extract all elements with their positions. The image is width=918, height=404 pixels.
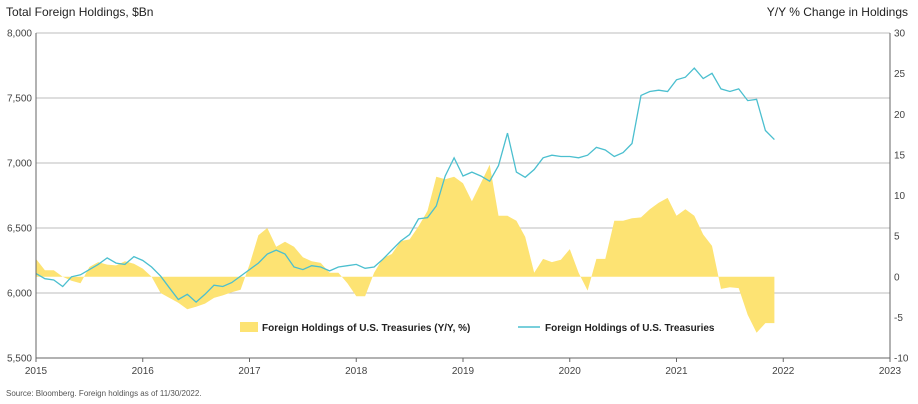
right-tick-label: -5 [894, 313, 903, 324]
right-tick-label: 10 [894, 191, 906, 202]
right-tick-label: 5 [894, 232, 900, 243]
left-tick-label: 5,500 [7, 354, 32, 365]
x-tick-label: 2022 [772, 366, 795, 377]
left-axis-ticks: 5,500 6,000 6,500 7,000 7,500 8,000 [7, 29, 32, 365]
left-tick-label: 6,500 [7, 224, 32, 235]
x-tick-label: 2018 [345, 366, 368, 377]
yoy-area [36, 164, 775, 333]
left-tick-label: 6,000 [7, 289, 32, 300]
right-axis-title: Y/Y % Change in Holdings [766, 5, 908, 19]
right-tick-label: 25 [894, 69, 906, 80]
x-tick-label: 2020 [559, 366, 582, 377]
right-tick-label: 0 [894, 272, 900, 283]
holdings-line [35, 67, 775, 303]
right-tick-label: 15 [894, 150, 906, 161]
x-tick-label: 2015 [25, 366, 48, 377]
x-tick-label: 2021 [665, 366, 688, 377]
legend-area-label: Foreign Holdings of U.S. Treasuries (Y/Y… [262, 323, 470, 334]
x-tick-label: 2017 [238, 366, 261, 377]
right-axis-ticks: -10 -5 0 5 10 15 20 25 30 [894, 29, 909, 365]
left-axis-title: Total Foreign Holdings, $Bn [6, 5, 154, 19]
left-tick-label: 8,000 [7, 29, 32, 40]
legend-area-swatch [240, 322, 258, 332]
holdings-line-series [35, 67, 775, 303]
left-tick-label: 7,000 [7, 159, 32, 170]
x-tick-label: 2016 [132, 366, 155, 377]
legend-line-label: Foreign Holdings of U.S. Treasuries [545, 323, 715, 334]
x-axis-ticks: 2015 2016 2017 2018 2019 2020 2021 2022 2023 [25, 358, 902, 377]
source-note: Source: Bloomberg. Foreign holdings as o… [6, 389, 202, 398]
legend: Foreign Holdings of U.S. Treasuries (Y/Y… [240, 322, 715, 334]
yoy-area-series [36, 164, 775, 333]
x-tick-label: 2023 [879, 366, 902, 377]
x-tick-label: 2019 [452, 366, 475, 377]
right-tick-label: -10 [894, 354, 909, 365]
left-tick-label: 7,500 [7, 94, 32, 105]
right-tick-label: 20 [894, 110, 906, 121]
right-tick-label: 30 [894, 29, 906, 40]
